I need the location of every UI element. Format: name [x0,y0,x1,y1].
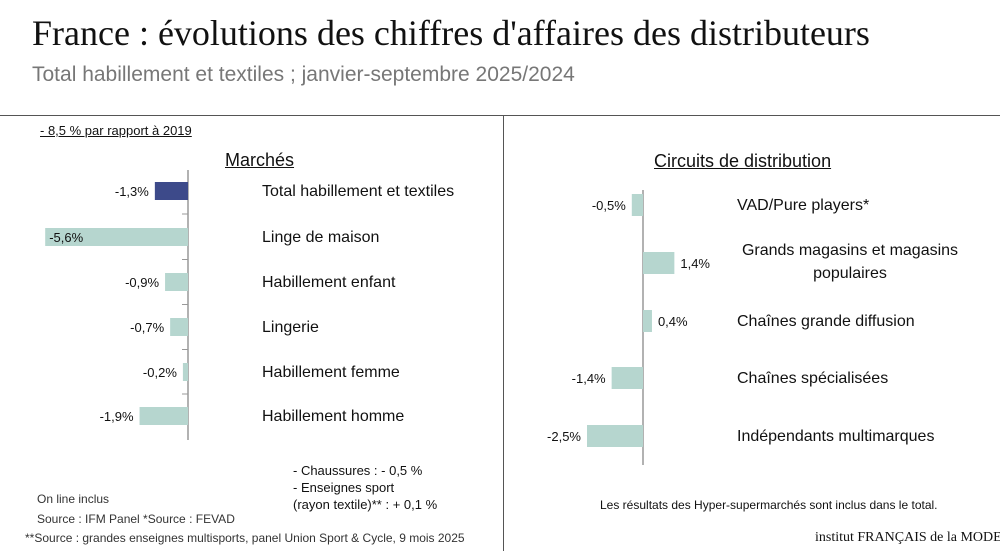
category-label: Total habillement et textiles [262,183,454,200]
data-label: -1,4% [572,371,606,386]
sport-note-2: (rayon textile)** : + 0,1 % [293,497,438,512]
bar [165,273,188,291]
bar [182,363,188,381]
bar [45,228,189,246]
bar [587,425,643,447]
divider-vertical [503,115,504,551]
category-label: Lingerie [262,319,319,336]
bar [139,407,188,425]
online-note: On line inclus [37,492,110,506]
vs-2019-note: - 8,5 % par rapport à 2019 [40,123,192,138]
category-label: Chaînes grande diffusion [737,313,915,330]
bar [170,318,188,336]
hyper-note: Les résultats des Hyper-supermarchés son… [600,498,938,512]
data-label: -1,9% [100,409,134,424]
page-title: France : évolutions des chiffres d'affai… [32,13,870,53]
data-label: -1,3% [115,184,149,199]
category-label: Grands magasins et magasins [742,242,958,259]
bar [643,252,675,274]
bar [611,367,643,389]
sport-note-1: - Enseignes sport [293,480,395,495]
category-label: Habillement femme [262,364,400,381]
category-label: Linge de maison [262,229,379,246]
ifm-logo: institut FRANÇAIS de la MODE [815,530,1000,545]
data-label: -0,9% [125,275,159,290]
data-label: -0,2% [143,365,177,380]
category-label: Chaînes spécialisées [737,370,888,387]
category-label: Habillement homme [262,408,404,425]
source-note-2: **Source : grandes enseignes multisports… [25,531,465,545]
source-note-1: Source : IFM Panel *Source : FEVAD [37,512,235,526]
divider-horizontal [0,115,1000,116]
category-label: populaires [813,265,887,282]
category-label: Indépendants multimarques [737,428,934,445]
category-label: Habillement enfant [262,274,396,291]
category-label: VAD/Pure players* [737,197,869,214]
bar [643,310,652,332]
data-label: 0,4% [658,314,688,329]
data-label: -0,5% [592,198,626,213]
chart-title-marches: Marchés [225,150,295,170]
data-label: -0,7% [130,320,164,335]
data-label: 1,4% [680,256,710,271]
page-subtitle: Total habillement et textiles ; janvier-… [32,63,575,86]
chart-title-circuits: Circuits de distribution [654,151,832,171]
data-label: -5,6% [49,230,83,245]
chaussures-note: - Chaussures : - 0,5 % [293,463,423,478]
data-label: -2,5% [547,429,581,444]
bar [154,182,188,200]
bar [631,194,643,216]
